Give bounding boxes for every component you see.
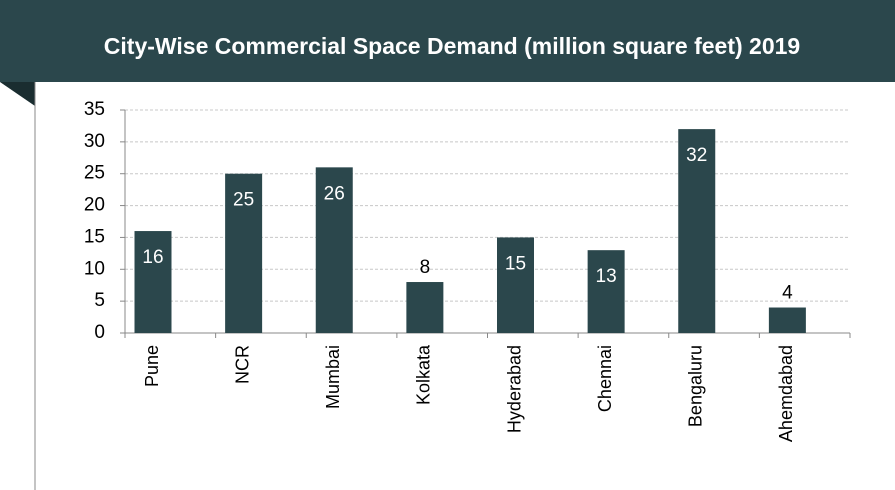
data-label: 26 xyxy=(324,183,345,204)
data-label: 16 xyxy=(142,247,163,268)
x-tick-label: Kolkata xyxy=(414,344,434,405)
y-tick-label: 20 xyxy=(84,195,105,216)
bar xyxy=(225,173,263,333)
data-label: 15 xyxy=(505,253,526,274)
y-tick-label: 0 xyxy=(94,322,105,343)
chart-title: City-Wise Commercial Space Demand (milli… xyxy=(104,33,800,59)
data-label: 13 xyxy=(596,266,617,287)
x-tick-label: Ahemdabad xyxy=(776,345,796,442)
header-fold xyxy=(0,82,35,106)
x-tick-label: Chennai xyxy=(595,345,615,412)
y-tick-label: 15 xyxy=(84,226,105,247)
data-label: 8 xyxy=(420,257,431,278)
x-tick-label: NCR xyxy=(232,345,252,384)
bar xyxy=(587,250,625,333)
y-tick-label: 25 xyxy=(84,163,105,184)
bar xyxy=(768,307,806,333)
y-tick-label: 35 xyxy=(84,99,105,120)
x-tick-label: Bengaluru xyxy=(686,345,706,427)
data-label: 25 xyxy=(233,190,254,211)
y-tick-label: 5 xyxy=(94,290,105,311)
y-tick-label: 30 xyxy=(84,131,105,152)
bar xyxy=(406,282,444,333)
y-tick-label: 10 xyxy=(84,258,105,279)
x-tick-label: Hyderabad xyxy=(504,345,524,433)
x-tick-label: Mumbai xyxy=(323,345,343,409)
x-tick-label: Pune xyxy=(142,345,162,387)
header-band xyxy=(0,0,895,82)
bar xyxy=(678,129,716,333)
data-label: 32 xyxy=(686,145,707,166)
data-label: 4 xyxy=(782,283,793,304)
bar xyxy=(315,167,353,333)
bar xyxy=(497,237,534,333)
bar xyxy=(134,231,172,333)
